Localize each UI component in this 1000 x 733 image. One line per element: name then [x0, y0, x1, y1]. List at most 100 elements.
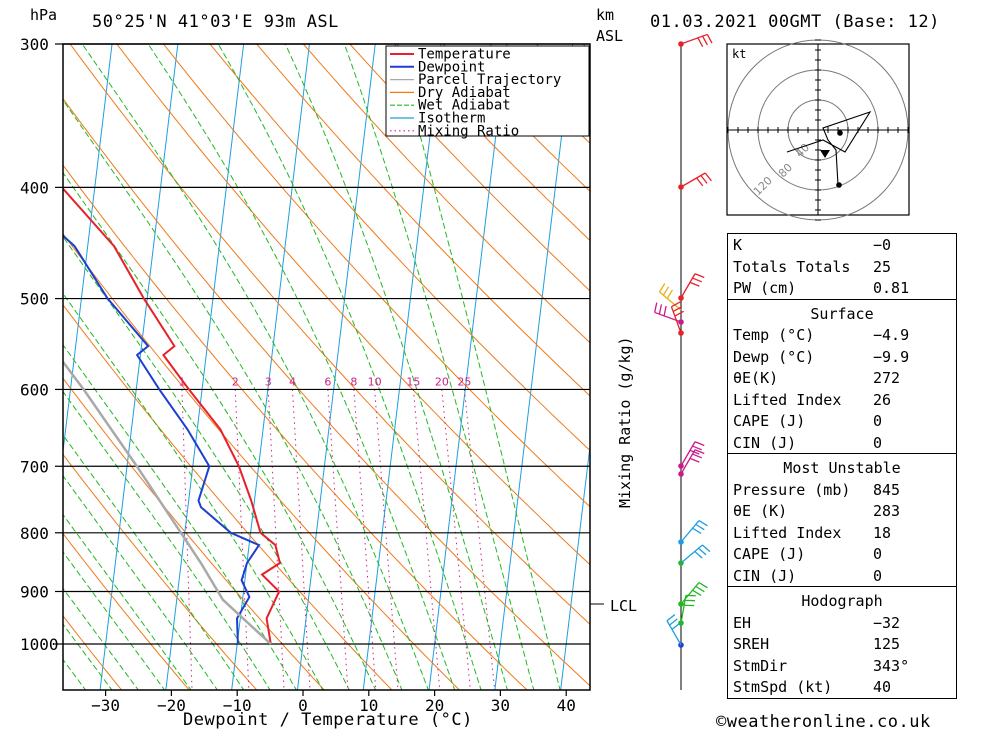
legend-label: Temperature [418, 47, 511, 63]
surface-theta-label: θE(K) [733, 369, 779, 387]
wet-adiabat-line [63, 513, 192, 690]
wind-barb-flag [692, 453, 703, 459]
y-tick-label: 500 [20, 290, 49, 309]
mu-theta-label: θE (K) [733, 502, 788, 520]
isotherm-line [99, 44, 179, 690]
eh-value: −32 [873, 613, 901, 632]
eh-label: EH [733, 613, 752, 632]
mixing-ratio-line [412, 389, 441, 690]
mixing-ratio-line [267, 389, 285, 690]
surface-li-label: Lifted Index [733, 390, 842, 409]
wind-barb-flag [702, 544, 711, 553]
wind-barb-flag [697, 37, 704, 47]
wet-adiabat-line [63, 434, 245, 690]
wind-barb-flag [689, 281, 700, 287]
mixing-ratio-label: 1 [178, 375, 185, 388]
wet-adiabat-line [63, 623, 113, 690]
stmdir-label: StmDir [733, 656, 788, 675]
surface-dewp-value: −9.9 [873, 347, 910, 366]
wind-barb-flag [692, 445, 703, 451]
wind-barb-flag [666, 289, 674, 299]
height-unit-km: km [596, 6, 615, 24]
x-tick-label: −20 [157, 696, 186, 715]
k-label: K [733, 236, 743, 254]
wind-barb-flag [704, 172, 712, 182]
mixing-ratio-line [327, 389, 349, 690]
stmspd-label: StmSpd (kt) [733, 678, 833, 696]
surface-temp-value: −4.9 [873, 326, 910, 344]
x-tick-label: −10 [223, 696, 252, 715]
surface-temp-label: Temp (°C) [733, 326, 815, 344]
wet-adiabat-line [63, 343, 298, 690]
pw-label: PW (cm) [733, 279, 797, 297]
surface-cape-label: CAPE (J) [733, 412, 806, 430]
hodograph-unit: kt [732, 47, 746, 61]
wind-barb [680, 273, 696, 299]
mixing-ratio-line [441, 389, 471, 690]
mixing-ratio-label: 3 [265, 375, 272, 388]
sreh-label: SREH [733, 635, 770, 653]
wind-profile [590, 33, 713, 690]
x-tick-label: −30 [91, 696, 120, 715]
wind-barb-flag [689, 449, 700, 455]
pw-value: 0.81 [873, 279, 910, 297]
mixing-ratio-label: 25 [457, 375, 471, 388]
k-value: −0 [873, 236, 892, 254]
surface-theta-value: 272 [873, 369, 901, 387]
most-unstable-title: Most Unstable [783, 459, 901, 477]
dry-adiabat-line [209, 44, 590, 452]
hodograph-title: Hodograph [801, 592, 883, 610]
tt-value: 25 [873, 257, 892, 276]
dry-adiabat-line [116, 44, 590, 566]
wet-adiabat-line [63, 99, 403, 690]
wind-barb-flag [698, 519, 708, 527]
mixing-ratio-label: 6 [324, 375, 331, 388]
mu-theta-value: 283 [873, 502, 901, 520]
wind-barb-flag [669, 618, 678, 626]
wet-adiabat-line [63, 235, 350, 690]
wind-barb-flag [694, 441, 705, 447]
height-unit-asl: ASL [596, 27, 624, 45]
mixing-ratio-axis-label: Mixing Ratio (g/kg) [616, 336, 634, 508]
copyright: ©weatheronline.co.uk [716, 712, 931, 732]
x-tick-label: 10 [359, 696, 378, 715]
mixing-ratio-label: 4 [289, 375, 296, 388]
mixing-ratio-line [234, 389, 250, 690]
mixing-ratio-line [181, 389, 193, 690]
wind-barb-flag [695, 523, 705, 531]
dry-adiabat-line [349, 44, 590, 292]
legend-label: Dry Adiabat [418, 85, 511, 101]
legend-label: Isotherm [418, 111, 485, 127]
x-tick-label: 20 [425, 696, 444, 715]
wind-barb-flag [658, 283, 666, 293]
legend-label: Wet Adiabat [418, 98, 511, 114]
surface-li-value: 26 [873, 390, 892, 409]
mixing-ratio-label: 2 [232, 375, 239, 388]
dry-adiabat-line [302, 44, 590, 344]
dewpoint-line [63, 234, 261, 645]
mixing-ratio-label: 10 [368, 375, 382, 388]
y-tick-label: 1000 [20, 635, 59, 654]
mixing-ratio-line [463, 389, 496, 690]
wind-barb-flag [695, 585, 705, 593]
y-tick-label: 300 [20, 35, 49, 54]
isotherm-line [560, 442, 590, 690]
dry-adiabat-line [63, 532, 190, 690]
wind-barb-flag [671, 622, 681, 630]
mu-li-label: Lifted Index [733, 523, 842, 542]
mu-cape-value: 0 [873, 545, 883, 563]
wind-barb-flag [689, 457, 700, 463]
isotherm-line [626, 0, 715, 691]
dry-adiabat-line [63, 97, 590, 687]
wind-barb-flag [663, 305, 667, 316]
dry-adiabat-line [63, 232, 461, 690]
y-tick-label: 400 [20, 178, 49, 197]
wet-adiabat-line [284, 44, 508, 690]
y-tick-label: 700 [20, 457, 49, 476]
mu-cin-label: CIN (J) [733, 566, 797, 585]
mixing-ratio-label: 8 [350, 375, 357, 388]
datetime-title: 01.03.2021 00GMT (Base: 12) [650, 12, 940, 32]
